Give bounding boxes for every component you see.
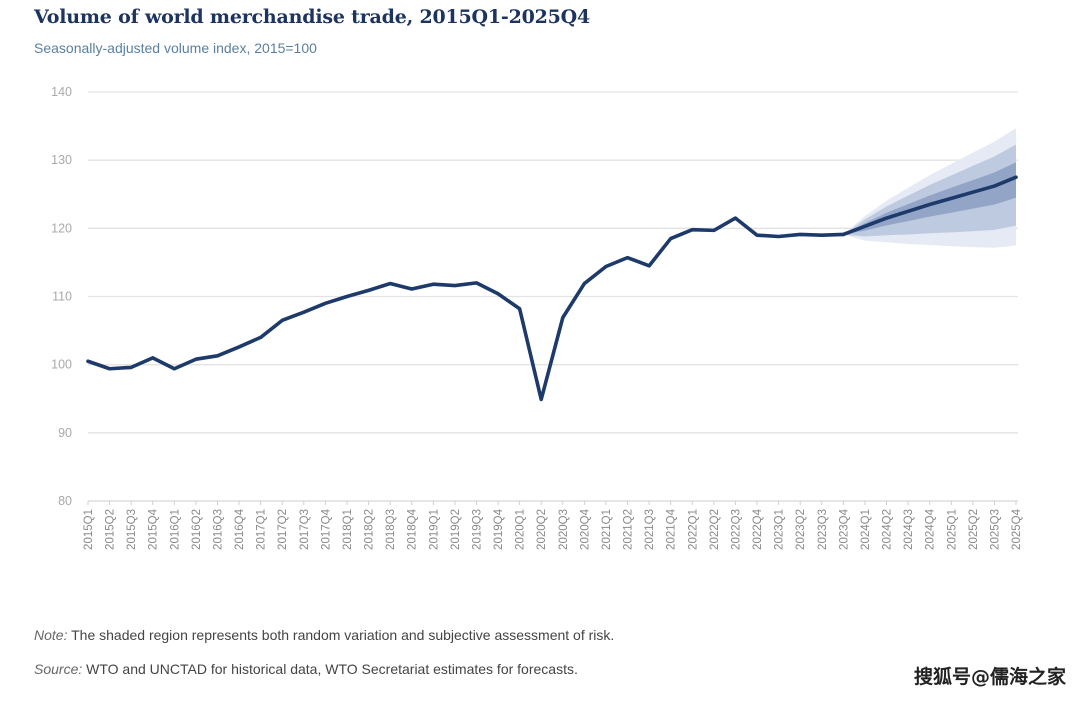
x-tick-label: 2016Q3 xyxy=(212,509,224,550)
source-label: Source: xyxy=(34,661,83,677)
x-tick-label: 2020Q2 xyxy=(536,509,548,550)
note-text: The shaded region represents both random… xyxy=(67,627,615,643)
x-tick-label: 2019Q2 xyxy=(450,509,462,550)
x-tick-label: 2015Q1 xyxy=(83,509,95,550)
x-tick-label: 2021Q1 xyxy=(601,509,613,550)
x-tick-label: 2018Q2 xyxy=(364,509,376,550)
x-tick-label: 2023Q1 xyxy=(774,509,786,550)
y-tick-label: 110 xyxy=(52,290,72,304)
x-tick-label: 2025Q1 xyxy=(946,509,958,550)
chart-subtitle: Seasonally-adjusted volume index, 2015=1… xyxy=(34,40,317,56)
y-tick-label: 80 xyxy=(58,494,72,508)
x-tick-label: 2024Q3 xyxy=(903,509,915,550)
x-tick-label: 2018Q1 xyxy=(342,509,354,550)
y-tick-label: 120 xyxy=(51,221,72,235)
x-tick-label: 2020Q3 xyxy=(558,509,570,550)
x-tick-label: 2019Q1 xyxy=(428,509,440,550)
x-tick-label: 2018Q3 xyxy=(385,509,397,550)
chart-note: Note: The shaded region represents both … xyxy=(34,627,614,643)
x-tick-label: 2025Q3 xyxy=(989,509,1001,550)
y-tick-label: 140 xyxy=(51,85,72,99)
note-label: Note: xyxy=(34,627,68,643)
y-tick-label: 90 xyxy=(58,426,72,440)
watermark: 搜狐号@儒海之家 xyxy=(913,666,1066,688)
x-tick-label: 2022Q2 xyxy=(709,509,721,550)
x-tick-label: 2022Q1 xyxy=(687,509,699,550)
x-tick-label: 2020Q4 xyxy=(579,508,591,550)
x-tick-label: 2018Q4 xyxy=(407,508,419,550)
x-tick-label: 2022Q3 xyxy=(730,509,742,550)
x-tick-label: 2022Q4 xyxy=(752,508,764,550)
x-tick-label: 2025Q2 xyxy=(968,509,980,550)
y-tick-label: 130 xyxy=(51,153,72,167)
y-axis: 80 90 100 110 120 130 140 xyxy=(51,85,72,508)
x-tick-label: 2025Q4 xyxy=(1011,508,1023,550)
x-tick-label: 2015Q2 xyxy=(105,509,117,550)
x-tick-label: 2020Q1 xyxy=(515,509,527,550)
x-tick-label: 2024Q2 xyxy=(882,509,894,550)
series-layer xyxy=(86,175,1018,402)
x-tick-label: 2024Q1 xyxy=(860,509,872,550)
chart-title: Volume of world merchandise trade, 2015Q… xyxy=(34,6,591,28)
source-text: WTO and UNCTAD for historical data, WTO … xyxy=(82,661,578,677)
x-tick-label: 2017Q2 xyxy=(277,509,289,550)
x-axis: 2015Q1 2015Q2 2015Q3 2015Q4 2016Q1 2016Q2 2016… xyxy=(83,500,1023,550)
grid-layer xyxy=(88,91,1018,502)
x-tick-label: 2019Q4 xyxy=(493,508,505,550)
x-tick-label: 2015Q4 xyxy=(148,508,160,550)
x-tick-label: 2023Q3 xyxy=(817,509,829,550)
x-tick-label: 2017Q4 xyxy=(320,508,332,550)
x-tick-label: 2017Q1 xyxy=(256,509,268,550)
x-tick-label: 2015Q3 xyxy=(126,509,138,550)
x-tick-label: 2017Q3 xyxy=(299,509,311,550)
x-tick-label: 2021Q4 xyxy=(666,508,678,550)
x-tick-label: 2016Q4 xyxy=(234,508,246,550)
x-tick-label: 2021Q2 xyxy=(623,509,635,550)
x-tick-label: 2023Q2 xyxy=(795,509,807,550)
x-tick-label: 2016Q1 xyxy=(169,509,181,550)
x-tick-label: 2019Q3 xyxy=(471,509,483,550)
series-line-historical xyxy=(86,216,846,402)
x-tick-label: 2021Q3 xyxy=(644,509,656,550)
x-tick-label: 2016Q2 xyxy=(191,509,203,550)
x-tick-label: 2024Q4 xyxy=(925,508,937,550)
y-tick-label: 100 xyxy=(51,358,72,372)
chart-source: Source: WTO and UNCTAD for historical da… xyxy=(34,661,578,677)
x-tick-label: 2023Q4 xyxy=(838,508,850,550)
